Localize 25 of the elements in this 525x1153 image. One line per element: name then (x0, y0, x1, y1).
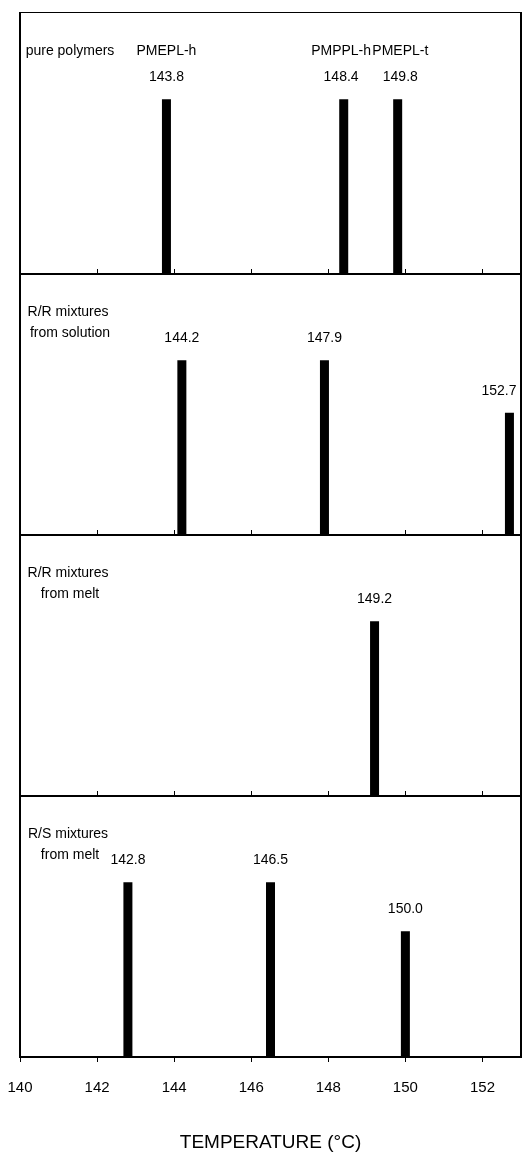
x-axis-title: TEMPERATURE (°C) (179, 1131, 362, 1152)
annotation: PMEPL-t (372, 42, 429, 59)
annotation: PMEPL-h (136, 42, 197, 59)
x-tick-label: 144 (161, 1078, 187, 1095)
annotation: 149.8 (382, 68, 419, 85)
annotation: 142.8 (110, 851, 146, 868)
x-tick-label: 150 (392, 1078, 418, 1095)
annotation: 150.0 (387, 900, 424, 917)
annotation: PMPPL-h (311, 42, 372, 59)
x-tick-label: 140 (7, 1078, 33, 1095)
x-tick-label: 148 (315, 1078, 341, 1095)
annotation: 149.2 (357, 590, 393, 607)
x-tick-label: 142 (84, 1078, 110, 1095)
annotation: 146.5 (252, 851, 289, 868)
annotation: 144.2 (164, 329, 200, 346)
chart-title: pure polymers (25, 41, 115, 58)
x-tick-label: 152 (469, 1078, 495, 1095)
chart-title: R/S mixtures from melt (27, 824, 113, 862)
x-tick-label: 146 (238, 1078, 264, 1095)
annotation: 152.7 (481, 381, 517, 398)
annotation: 148.4 (323, 68, 359, 85)
chart-title: R/R mixtures from melt (27, 563, 113, 601)
chart-title: R/R mixtures from solution (27, 302, 113, 340)
annotation: 143.8 (148, 68, 185, 85)
annotation: 147.9 (306, 329, 343, 346)
